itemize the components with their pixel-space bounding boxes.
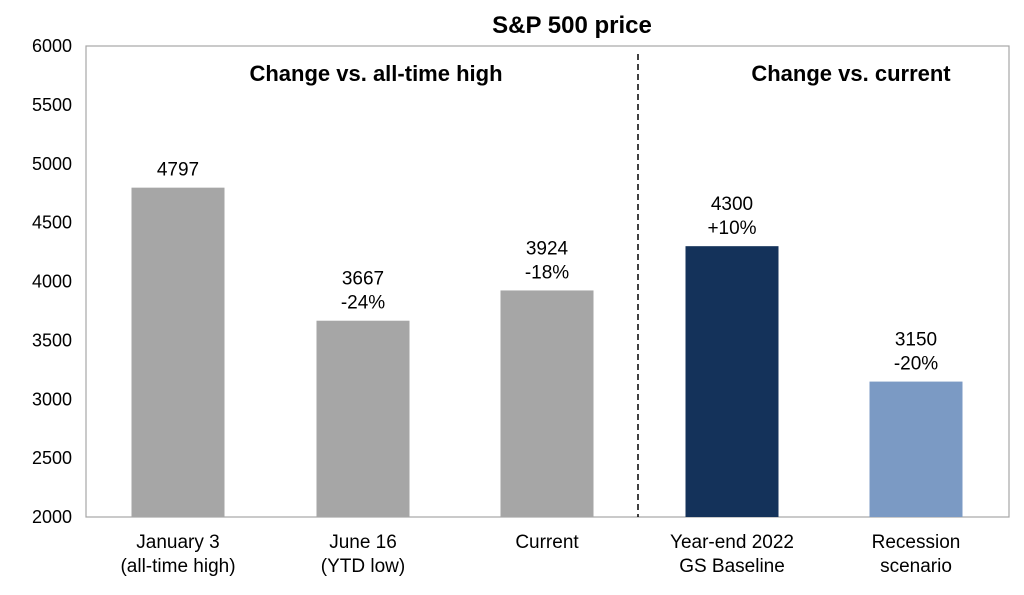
x-tick-label: June 16 [329, 532, 397, 553]
data-label: -18% [525, 262, 569, 283]
data-label: +10% [707, 218, 756, 239]
y-axis: 2000 2500 3000 3500 4000 4500 5000 5500 6000 [32, 36, 72, 527]
bar [685, 246, 779, 518]
y-tick-label: 2500 [32, 448, 72, 468]
chart-title: S&P 500 price [492, 12, 652, 39]
y-tick-label: 3000 [32, 389, 72, 409]
x-tick-label: (all-time high) [120, 556, 235, 577]
y-tick-label: 3500 [32, 330, 72, 350]
x-tick-label: January 3 [136, 532, 219, 553]
y-tick-label: 5500 [32, 95, 72, 115]
x-tick-label: Recession [872, 532, 961, 553]
y-tick-label: 4000 [32, 272, 72, 292]
x-tick-label: Current [515, 532, 579, 553]
data-labels: 4797 3667 -24% 3924 -18% 4300 +10% 3150 -20% [157, 160, 938, 375]
bar-series [131, 187, 963, 518]
data-label: -20% [894, 354, 938, 375]
data-label: 4797 [157, 160, 199, 181]
bar [316, 320, 410, 517]
y-tick-label: 2000 [32, 507, 72, 527]
y-tick-label: 6000 [32, 36, 72, 56]
section-label-current: Change vs. current [751, 61, 951, 86]
data-label: -24% [341, 293, 385, 314]
x-axis-labels: January 3 (all-time high) June 16 (YTD low)… [120, 532, 960, 577]
data-label: 3924 [526, 238, 569, 259]
y-tick-label: 5000 [32, 154, 72, 174]
section-label-all-time-high: Change vs. all-time high [249, 61, 502, 86]
x-tick-label: Year-end 2022 [670, 532, 794, 553]
y-tick-label: 4500 [32, 213, 72, 233]
bar [131, 187, 225, 517]
data-label: 3150 [895, 330, 937, 351]
x-tick-label: GS Baseline [679, 556, 785, 577]
bar [500, 290, 594, 517]
x-tick-label: scenario [880, 556, 952, 577]
data-label: 3667 [342, 269, 384, 290]
data-label: 4300 [711, 194, 753, 215]
bar [869, 381, 963, 517]
x-tick-label: (YTD low) [321, 556, 405, 577]
